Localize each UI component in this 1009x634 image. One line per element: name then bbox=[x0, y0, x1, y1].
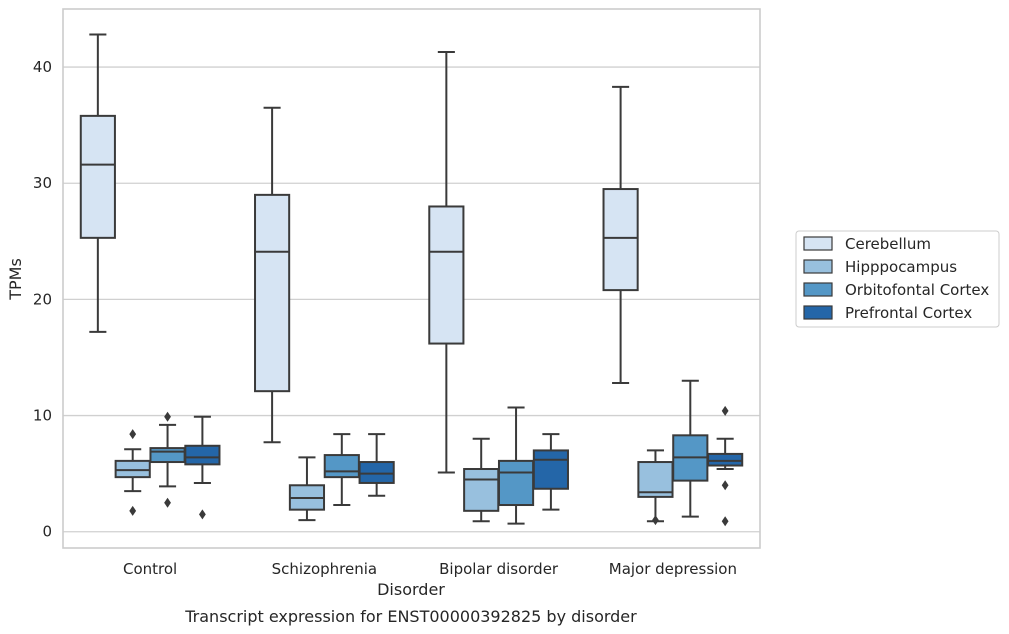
gridlines bbox=[63, 66, 760, 533]
box-3-0 bbox=[602, 85, 639, 385]
outlier-point bbox=[721, 516, 729, 527]
iqr-box bbox=[149, 447, 186, 464]
box-1-0 bbox=[254, 106, 291, 444]
x-tick-label: Control bbox=[123, 560, 177, 578]
legend-item: Hipppocampus bbox=[803, 258, 957, 276]
iqr-box bbox=[497, 459, 535, 507]
y-tick-label: 0 bbox=[42, 523, 52, 541]
iqr-box bbox=[707, 452, 744, 467]
legend-frame bbox=[795, 230, 1000, 328]
iqr-box bbox=[184, 444, 221, 466]
outlier-point bbox=[721, 480, 729, 491]
boxes bbox=[79, 33, 744, 527]
legend-item: Prefrontal Cortex bbox=[803, 304, 972, 322]
iqr-box bbox=[254, 193, 291, 393]
y-tick-label: 10 bbox=[33, 407, 52, 425]
legend-label: Prefrontal Cortex bbox=[845, 304, 972, 322]
legend-swatch bbox=[803, 236, 833, 251]
box-0-3 bbox=[184, 415, 221, 520]
legend-label: Hipppocampus bbox=[845, 258, 957, 276]
legend-label: Orbitofontal Cortex bbox=[845, 281, 989, 299]
iqr-box bbox=[358, 461, 395, 484]
legend: Cerebellum Hipppocampus Orbitofontal Corte… bbox=[795, 230, 1000, 328]
iqr-box bbox=[532, 449, 569, 490]
box-3-3 bbox=[707, 405, 744, 527]
legend-item: Cerebellum bbox=[803, 235, 931, 253]
y-tick-label: 40 bbox=[33, 58, 52, 76]
box-1-1 bbox=[288, 456, 326, 522]
outlier-point bbox=[129, 429, 137, 440]
box-2-2 bbox=[497, 406, 535, 525]
box-3-1 bbox=[637, 449, 674, 526]
legend-swatch bbox=[803, 259, 833, 274]
box-3-2 bbox=[672, 379, 709, 518]
iqr-box bbox=[79, 114, 116, 239]
x-axis-title: Disorder bbox=[377, 580, 445, 599]
x-tick-label: Major depression bbox=[609, 560, 737, 578]
iqr-box bbox=[323, 454, 360, 479]
box-1-2 bbox=[323, 433, 360, 507]
x-tick-label: Schizophrenia bbox=[272, 560, 377, 578]
plot-frame bbox=[62, 8, 761, 549]
outlier-point bbox=[721, 405, 729, 416]
outlier-point bbox=[164, 497, 171, 508]
outlier-point bbox=[652, 515, 659, 526]
legend-swatch bbox=[803, 305, 833, 320]
iqr-box bbox=[428, 205, 465, 345]
iqr-box bbox=[463, 468, 500, 512]
iqr-box bbox=[637, 461, 674, 498]
x-tick-label: Bipolar disorder bbox=[439, 560, 559, 578]
outlier-point bbox=[199, 509, 206, 520]
iqr-box bbox=[602, 188, 639, 292]
iqr-box bbox=[114, 459, 151, 479]
y-tick-label: 30 bbox=[33, 174, 52, 192]
legend-swatch bbox=[803, 282, 833, 297]
box-2-0 bbox=[428, 50, 465, 474]
legend-label: Cerebellum bbox=[845, 235, 931, 253]
box-0-1 bbox=[114, 429, 151, 516]
outlier-point bbox=[164, 411, 171, 422]
box-2-3 bbox=[532, 433, 569, 511]
box-0-0 bbox=[79, 33, 116, 333]
y-axis-title: TPMs bbox=[6, 258, 25, 301]
box-0-2 bbox=[149, 411, 186, 508]
chart-caption: Transcript expression for ENST0000039282… bbox=[184, 607, 637, 626]
outlier-point bbox=[129, 505, 137, 516]
box-1-3 bbox=[358, 433, 395, 497]
y-tick-labels: 0 10 20 30 40 bbox=[33, 58, 52, 541]
y-tick-label: 20 bbox=[33, 290, 52, 308]
legend-item: Orbitofontal Cortex bbox=[803, 281, 989, 299]
x-tick-labels: Control Schizophrenia Bipolar disorder Majo… bbox=[123, 560, 737, 578]
